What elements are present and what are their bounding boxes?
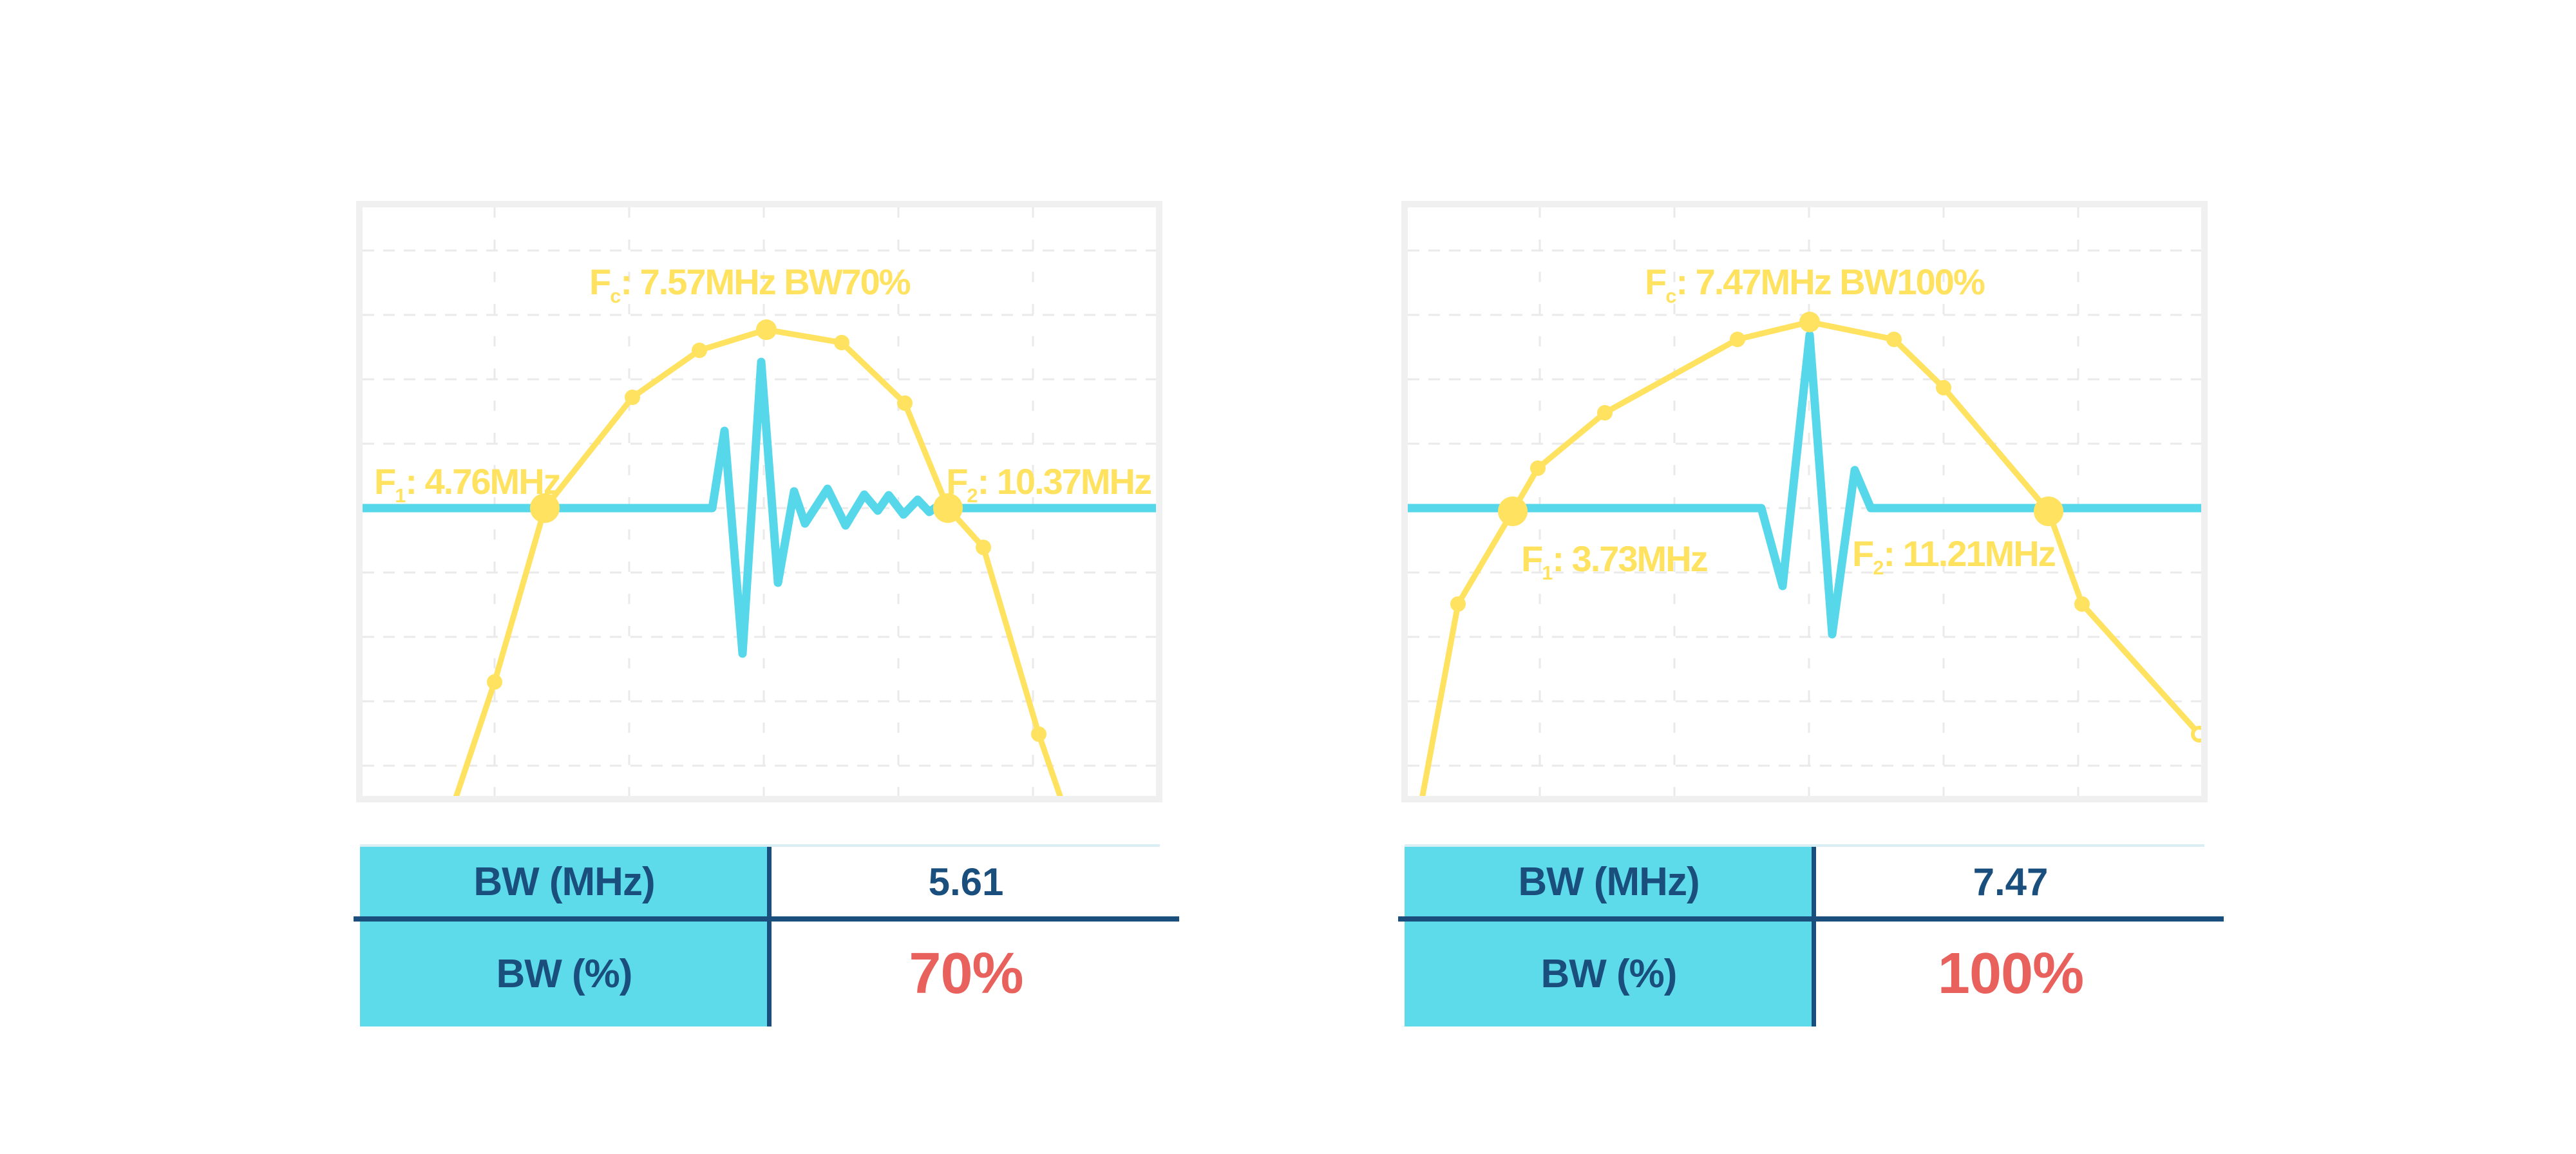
cutoff-marker — [2034, 497, 2063, 526]
spectrum-marker — [2074, 596, 2090, 612]
table-divider-vertical — [767, 847, 772, 1026]
spectrum-curve — [1419, 319, 2201, 796]
fc-title-label: Fc: 7.47MHz BW100% — [1645, 261, 1985, 307]
open-end-marker — [2191, 726, 2201, 743]
peak-marker — [756, 319, 777, 340]
cutoff-marker — [1498, 497, 1528, 526]
spectrum-marker — [692, 343, 707, 358]
cutoff-marker — [933, 493, 963, 523]
spectrum-marker — [1031, 726, 1046, 742]
spectrum-marker — [976, 540, 991, 555]
bw-mhz-label-cell: BW (MHz) — [473, 859, 655, 904]
f2-label: F2: 11.21MHz — [1852, 533, 2056, 579]
spectrum-plot-right — [1408, 207, 2201, 796]
peak-marker — [1799, 312, 1820, 332]
spectrum-marker — [625, 390, 640, 405]
spectrum-marker — [487, 674, 502, 690]
spectrum-marker — [1450, 596, 1466, 612]
bw-pct-label-cell: BW (%) — [496, 952, 633, 996]
cutoff-marker — [530, 493, 560, 523]
spectrum-marker — [1730, 332, 1745, 347]
table-label-column — [360, 847, 768, 1026]
table-divider-horizontal — [354, 916, 1179, 922]
bw-pct-label-cell: BW (%) — [1540, 952, 1678, 996]
f2-label: F2: 10.37MHz — [946, 461, 1152, 507]
spectrum-marker — [1936, 380, 1951, 395]
spectrum-marker — [1530, 460, 1546, 476]
bw-mhz-value-cell: 7.47 — [1973, 860, 2049, 903]
f1-label: F1: 4.76MHz — [374, 461, 562, 507]
chart-panel-right: Fc: 7.47MHz BW100% F1: 3.73MHz F2: 11.21… — [1401, 201, 2208, 802]
bw-mhz-value-cell: 5.61 — [928, 860, 1004, 903]
bw-pct-value-cell: 70% — [909, 941, 1023, 1006]
table-divider-vertical — [1812, 847, 1816, 1026]
spectrum-marker — [1597, 405, 1613, 421]
table-label-column — [1405, 847, 1813, 1026]
bw-pct-value-cell: 100% — [1937, 941, 2084, 1006]
spectrum-marker — [834, 335, 849, 350]
pulse-waveform-curve — [1408, 330, 2201, 639]
table-top-line — [360, 844, 1160, 847]
spectrum-curve — [453, 326, 1063, 796]
spectrum-marker — [897, 395, 913, 411]
bw-mhz-label-cell: BW (MHz) — [1518, 859, 1700, 904]
table-divider-horizontal — [1398, 916, 2224, 922]
spectrum-plot-left — [363, 207, 1156, 796]
table-top-line — [1405, 844, 2204, 847]
pulse-waveform-curve — [363, 357, 1156, 658]
f1-label: F1: 3.73MHz — [1521, 538, 1709, 584]
spectrum-marker — [1886, 332, 1902, 347]
fc-title-label: Fc: 7.57MHz BW70% — [589, 261, 911, 307]
chart-panel-left: Fc: 7.57MHz BW70% F1: 4.76MHz F2: 10.37M… — [356, 201, 1162, 802]
